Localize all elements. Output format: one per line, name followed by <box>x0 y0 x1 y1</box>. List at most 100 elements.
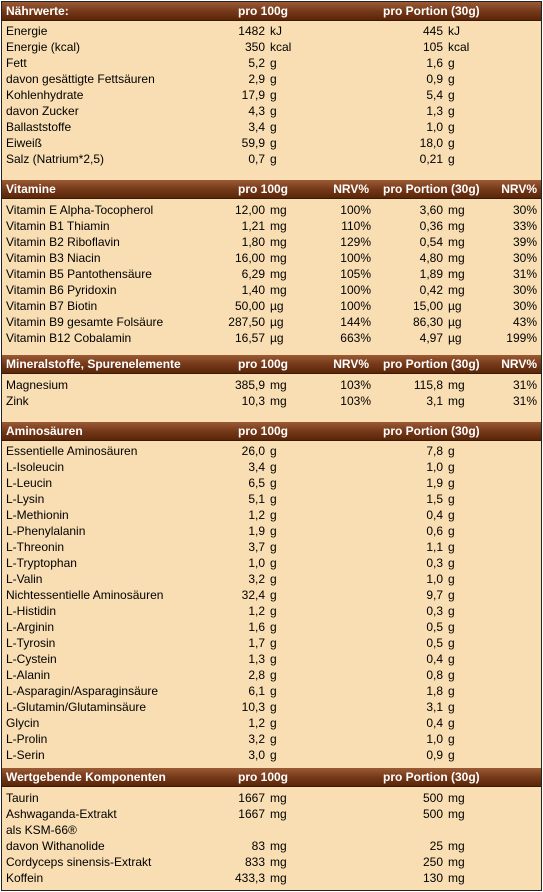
value-per-100g: 1,6 <box>248 620 265 634</box>
unit-per-portion: g <box>448 748 455 762</box>
value-per-portion: 1,5 <box>426 492 443 506</box>
column-header-per-100g: pro 100g <box>238 770 289 784</box>
row-label: Vitamin B5 Pantothensäure <box>6 267 152 281</box>
section-aminosäuren: Aminosäuren pro 100g pro Portion (30g) Esse… <box>2 422 541 763</box>
nrv-per-portion: 199% <box>506 331 537 345</box>
row-label: Nichtessentielle Aminosäuren <box>6 588 164 602</box>
unit-per-portion: g <box>448 684 455 698</box>
section-header: Aminosäuren pro 100g pro Portion (30g) <box>2 422 541 441</box>
unit-per-portion: mg <box>448 394 465 408</box>
section-header: Vitamine pro 100g NRV% pro Portion (30g) NRV… <box>2 180 541 199</box>
row-label: Glycin <box>6 716 40 730</box>
nrv-per-100g: 100% <box>340 251 371 265</box>
value-per-100g: 350 <box>244 40 265 54</box>
value-per-portion: 0,8 <box>426 668 443 682</box>
column-header-nrv-portion: NRV% <box>501 182 537 196</box>
row-label: Taurin <box>6 791 39 805</box>
value-per-100g: 16,57 <box>234 331 265 345</box>
nrv-per-portion: 39% <box>512 235 537 249</box>
section-mineralstoffe-spurenelemente: Mineralstoffe, Spurenelemente pro 100g NRV… <box>2 355 541 409</box>
value-per-portion: 0,36 <box>419 219 443 233</box>
unit-per-100g: kcal <box>270 40 292 54</box>
value-per-portion: 1,6 <box>426 56 443 70</box>
unit-per-portion: g <box>448 604 455 618</box>
value-per-portion: 1,0 <box>426 120 443 134</box>
value-per-100g: 17,9 <box>241 88 265 102</box>
column-header-nrv-100g: NRV% <box>333 357 369 371</box>
row-label: Vitamin B2 Riboflavin <box>6 235 120 249</box>
unit-per-100g: g <box>270 588 277 602</box>
value-per-100g: 6,29 <box>241 267 265 281</box>
unit-per-100g: g <box>270 524 277 538</box>
table-row: Vitamin B2 Riboflavin 1,80 mg 129% 0,54 mg 39% <box>2 234 541 250</box>
value-per-100g: 2,8 <box>248 668 265 682</box>
row-label: L-Threonin <box>6 540 65 554</box>
unit-per-100g: g <box>270 104 277 118</box>
unit-per-100g: g <box>270 732 277 746</box>
unit-per-100g: g <box>270 492 277 506</box>
value-per-portion: 0,3 <box>426 604 443 618</box>
nrv-per-portion: 31% <box>512 378 537 392</box>
section-title: Wertgebende Komponenten <box>6 770 166 784</box>
nrv-per-portion: 31% <box>512 394 537 408</box>
value-per-portion: 1,0 <box>426 460 443 474</box>
row-label: Ashwaganda-Extrakt <box>6 807 117 821</box>
value-per-100g: 6,5 <box>248 476 265 490</box>
value-per-portion: 25 <box>429 839 443 853</box>
row-label: L-Histidin <box>6 604 57 618</box>
unit-per-portion: mg <box>448 807 465 821</box>
row-label: L-Alanin <box>6 668 51 682</box>
unit-per-portion: g <box>448 716 455 730</box>
unit-per-portion: µg <box>448 315 462 329</box>
value-per-100g: 1667 <box>238 807 265 821</box>
row-label: L-Leucin <box>6 476 53 490</box>
table-row: Vitamin B7 Biotin 50,00 µg 100% 15,00 µg 30% <box>2 298 541 314</box>
unit-per-portion: mg <box>448 791 465 805</box>
column-header-nrv-100g: NRV% <box>333 182 369 196</box>
value-per-portion: 1,1 <box>426 540 443 554</box>
unit-per-100g: g <box>270 72 277 86</box>
unit-per-100g: g <box>270 716 277 730</box>
unit-per-portion: kcal <box>448 40 470 54</box>
column-header-per-100g: pro 100g <box>238 424 289 438</box>
value-per-100g: 433,3 <box>234 871 265 885</box>
unit-per-100g: g <box>270 556 277 570</box>
unit-per-100g: mg <box>270 283 287 297</box>
table-row: Vitamin B9 gesamte Folsäure 287,50 µg 144% 8… <box>2 314 541 330</box>
row-label: L-Asparagin/Asparaginsäure <box>6 684 159 698</box>
unit-per-portion: g <box>448 104 455 118</box>
table-row: L-Isoleucin 3,4 g 1,0 g <box>2 459 541 475</box>
value-per-100g: 0,7 <box>248 152 265 166</box>
row-label: Salz (Natrium*2,5) <box>6 152 105 166</box>
unit-per-100g: mg <box>270 203 287 217</box>
unit-per-portion: g <box>448 556 455 570</box>
value-per-100g: 833 <box>244 855 265 869</box>
unit-per-100g: mg <box>270 839 287 853</box>
table-row: Vitamin B3 Niacin 16,00 mg 100% 4,80 mg 30% <box>2 250 541 266</box>
value-per-portion: 0,9 <box>426 748 443 762</box>
unit-per-portion: g <box>448 508 455 522</box>
table-row: Glycin 1,2 g 0,4 g <box>2 715 541 731</box>
value-per-portion: 9,7 <box>426 588 443 602</box>
unit-per-portion: kJ <box>448 24 460 38</box>
nrv-per-100g: 100% <box>340 283 371 297</box>
value-per-portion: 0,4 <box>426 716 443 730</box>
value-per-portion: 3,1 <box>426 700 443 714</box>
value-per-portion: 0,21 <box>419 152 443 166</box>
value-per-100g: 10,3 <box>241 700 265 714</box>
column-header-per-portion: pro Portion (30g) <box>383 182 480 196</box>
table-row: davon Withanolide 83 mg 25 mg <box>2 838 541 854</box>
value-per-100g: 1,7 <box>248 636 265 650</box>
value-per-portion: 7,8 <box>426 444 443 458</box>
row-label: Vitamin B7 Biotin <box>6 299 98 313</box>
table-row: Eiweiß 59,9 g 18,0 g <box>2 135 541 151</box>
unit-per-100g: mg <box>270 791 287 805</box>
table-row: Vitamin E Alpha-Tocopherol 12,00 mg 100% 3,6… <box>2 202 541 218</box>
value-per-100g: 1,21 <box>241 219 265 233</box>
value-per-portion: 4,80 <box>419 251 443 265</box>
table-row: Zink 10,3 mg 103% 3,1 mg 31% <box>2 393 541 409</box>
unit-per-portion: mg <box>448 378 465 392</box>
row-label: Essentielle Aminosäuren <box>6 444 138 458</box>
value-per-100g: 1,9 <box>248 524 265 538</box>
value-per-portion: 0,4 <box>426 508 443 522</box>
